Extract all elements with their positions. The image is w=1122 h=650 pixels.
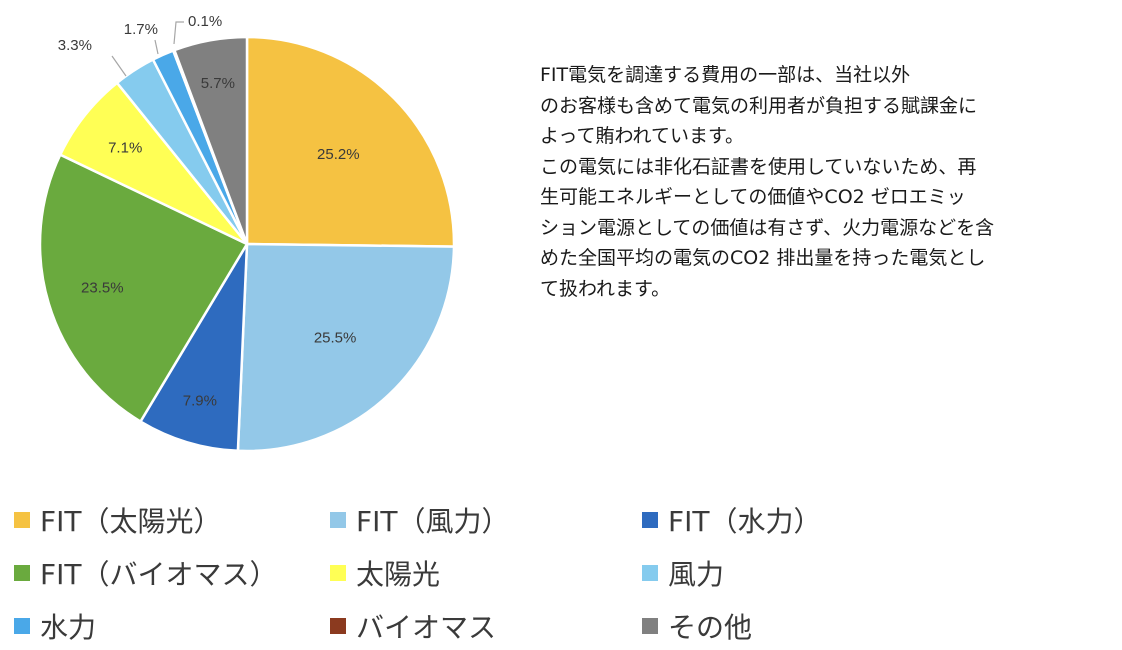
data-label: 5.7% (201, 75, 235, 92)
legend-item: その他 (642, 606, 752, 646)
leader-line (111, 55, 127, 77)
pie-chart: 25.2% 25.5% 7.9% 23.5% 7.1% 3.3% 1.7% 0.1% 5.7% (38, 13, 456, 453)
pie-slice (38, 153, 249, 424)
legend-swatch (330, 618, 346, 634)
legend-label: FIT（バイオマス） (40, 558, 278, 591)
legend-item: バイオマス (330, 606, 496, 646)
legend-swatch (14, 618, 30, 634)
pie-slices (38, 35, 456, 453)
leader-line (154, 39, 159, 55)
legend-label: FIT（水力） (668, 505, 822, 538)
legend-swatch (642, 512, 658, 528)
chart-legend: FIT（太陽光） FIT（風力） FIT（水力） FIT（バイオマス） 太陽光 … (14, 500, 1114, 650)
legend-label: その他 (668, 611, 753, 644)
legend-label: 太陽光 (356, 558, 441, 591)
legend-item: FIT（水力） (642, 500, 821, 540)
data-label: 3.3% (58, 37, 92, 54)
description-line: て扱われます。 (540, 277, 671, 300)
data-label: 1.7% (124, 21, 158, 38)
legend-swatch (330, 512, 346, 528)
legend-item: FIT（太陽光） (14, 500, 221, 540)
description-line: この電気には非化石証書を使用していないため、再 (540, 155, 977, 178)
legend-swatch (642, 618, 658, 634)
legend-label: バイオマス (356, 611, 497, 644)
legend-swatch (642, 565, 658, 581)
data-label: 25.5% (314, 329, 357, 346)
data-label: 7.9% (183, 393, 217, 410)
legend-item: FIT（風力） (330, 500, 509, 540)
legend-item: 水力 (14, 606, 96, 646)
leader-lines (111, 21, 184, 77)
leader-line (173, 21, 184, 45)
pie-slice (172, 35, 249, 245)
data-label: 25.2% (317, 146, 360, 163)
legend-label: FIT（風力） (356, 505, 510, 538)
legend-item: 風力 (642, 553, 724, 593)
description-line: 生可能エネルギーとしての価値やCO2 ゼロエミッ (540, 186, 966, 208)
description-line: のお客様も含めて電気の利用者が負担する賦課金に (540, 94, 978, 117)
legend-swatch (14, 512, 30, 528)
description-line: ション電源としての価値は有さず、火力電源などを含 (540, 216, 995, 239)
legend-label: 水力 (40, 611, 97, 644)
legend-label: FIT（太陽光） (40, 505, 222, 538)
data-label: 0.1% (188, 13, 222, 30)
pie-slice (245, 35, 456, 248)
description-text: FIT電気を調達する費用の一部は、当社以外 のお客様も含めて電気の利用者が負担す… (540, 60, 1100, 304)
pie-slice (236, 242, 456, 453)
description-line: めた全国平均の電気のCO2 排出量を持った電気とし (540, 247, 986, 269)
data-labels: 25.2% 25.5% 7.9% 23.5% 7.1% 3.3% 1.7% 0.1% 5.7% (58, 13, 360, 410)
pie-slice (138, 243, 249, 453)
legend-item: 太陽光 (330, 553, 440, 593)
description-line: よって賄われています。 (540, 125, 745, 147)
legend-item: FIT（バイオマス） (14, 553, 277, 593)
description-line: FIT電気を調達する費用の一部は、当社以外 (540, 64, 911, 86)
data-label: 23.5% (81, 280, 124, 297)
data-label: 7.1% (108, 140, 142, 157)
legend-label: 風力 (668, 558, 725, 591)
legend-swatch (330, 565, 346, 581)
legend-swatch (14, 565, 30, 581)
